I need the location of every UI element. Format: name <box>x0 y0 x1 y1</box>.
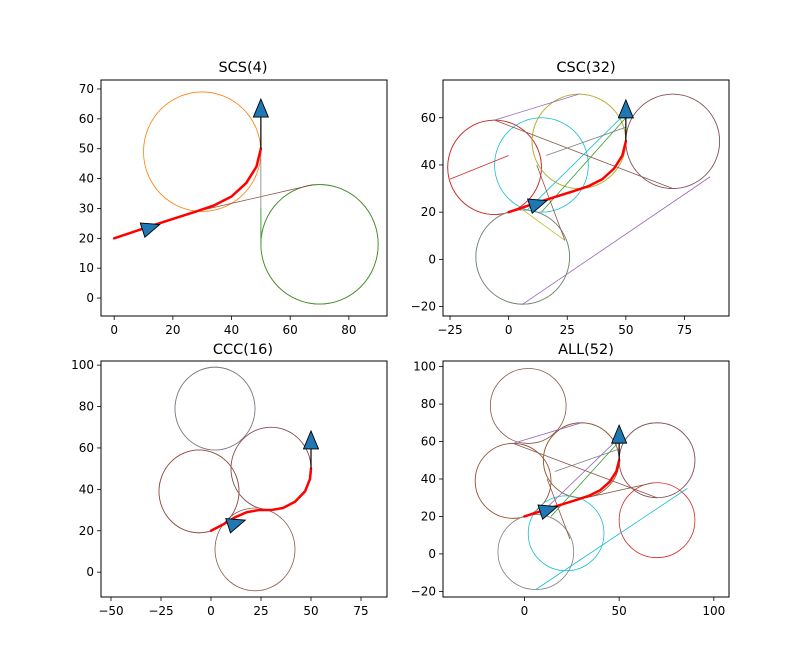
y-tick-label: 0 <box>428 547 436 561</box>
axes-frame <box>100 360 388 598</box>
y-tick-label: 60 <box>421 435 436 449</box>
tangent-segment <box>522 176 711 305</box>
y-tick-label: 20 <box>421 205 436 219</box>
tangent-segment <box>546 126 626 156</box>
plot-area <box>447 93 721 305</box>
x-tick-label: 50 <box>303 604 318 618</box>
y-tick-label: 30 <box>79 201 94 215</box>
y-tick-label: 20 <box>79 231 94 245</box>
x-tick-label: 60 <box>283 323 298 337</box>
y-tick-label: 80 <box>79 400 94 414</box>
plot-area <box>112 91 379 305</box>
tangent-segment <box>449 155 509 180</box>
x-tick-label: 100 <box>702 604 725 618</box>
goal-arrow <box>617 98 635 119</box>
y-tick-label: 40 <box>79 172 94 186</box>
x-tick-label: 0 <box>521 604 529 618</box>
x-tick-label: −25 <box>437 323 462 337</box>
plot-area <box>474 368 696 590</box>
turning-circle <box>158 449 240 534</box>
y-tick-label: 60 <box>79 441 94 455</box>
y-tick-label: 0 <box>428 252 436 266</box>
x-tick-label: 40 <box>224 323 239 337</box>
y-tick-label: −20 <box>411 300 436 314</box>
y-tick-label: 80 <box>421 397 436 411</box>
x-tick-label: −50 <box>98 604 123 618</box>
goal-arrow <box>302 429 320 450</box>
x-tick-label: 25 <box>560 323 575 337</box>
x-tick-label: 80 <box>341 323 356 337</box>
y-tick-label: 40 <box>421 472 436 486</box>
tangent-segment <box>196 184 314 212</box>
y-tick-label: 60 <box>421 111 436 125</box>
tangent-segment <box>554 448 620 472</box>
y-tick-label: 100 <box>413 360 436 374</box>
y-tick-label: 0 <box>86 291 94 305</box>
panel-csc: CSC(32) −25 0 25 50 75 −20 0 20 40 60 <box>411 60 730 337</box>
panel-title: SCS(4) <box>218 60 267 76</box>
ticks: 0 20 40 60 80 0 10 20 30 40 50 60 70 <box>79 82 357 337</box>
turning-circle <box>527 495 605 572</box>
panel-title: CCC(16) <box>213 342 273 358</box>
y-tick-label: 70 <box>79 82 94 96</box>
ticks: −25 0 25 50 75 −20 0 20 40 60 <box>411 111 692 337</box>
y-tick-label: 20 <box>421 509 436 523</box>
x-tick-label: 50 <box>618 323 633 337</box>
x-tick-label: 50 <box>612 604 627 618</box>
start-arrow <box>526 198 549 215</box>
tangent-segment <box>546 478 571 540</box>
y-tick-label: 40 <box>79 482 94 496</box>
turning-circle <box>214 507 296 592</box>
axes-frame <box>100 79 388 317</box>
turning-circle <box>489 368 567 444</box>
panel-scs: SCS(4) 0 20 40 60 80 0 10 20 30 40 50 60 70 <box>79 60 388 337</box>
ticks: −50 −25 0 25 50 75 0 20 40 60 80 100 <box>71 358 369 618</box>
panel-all: ALL(52) 0 50 100 −20 0 20 40 60 80 100 <box>411 342 730 618</box>
tangent-segment <box>577 482 654 500</box>
x-tick-label: −25 <box>148 604 173 618</box>
start-arrow <box>537 504 559 521</box>
turning-circle <box>174 366 256 451</box>
y-tick-label: 60 <box>79 112 94 126</box>
x-tick-label: 0 <box>207 604 215 618</box>
y-tick-label: 40 <box>421 158 436 172</box>
ticks: 0 50 100 −20 0 20 40 60 80 100 <box>411 360 726 618</box>
y-tick-label: 10 <box>79 261 94 275</box>
y-tick-label: −20 <box>411 584 436 598</box>
x-tick-label: 75 <box>353 604 368 618</box>
start-arrow <box>139 222 161 239</box>
x-tick-label: 0 <box>505 323 513 337</box>
start-arrow <box>225 518 247 534</box>
y-tick-label: 100 <box>71 358 94 372</box>
x-tick-label: 75 <box>677 323 692 337</box>
goal-arrow <box>252 97 270 118</box>
panel-title: CSC(32) <box>556 60 615 76</box>
x-tick-label: 0 <box>110 323 118 337</box>
goal-arrow <box>610 423 628 444</box>
y-tick-label: 50 <box>79 142 94 156</box>
x-tick-label: 25 <box>253 604 268 618</box>
x-tick-label: 20 <box>165 323 180 337</box>
turning-circle <box>618 482 696 559</box>
axes-frame <box>442 79 730 317</box>
plot-area <box>158 366 320 592</box>
y-tick-label: 20 <box>79 524 94 538</box>
tangent-segment <box>522 209 566 241</box>
tangent-segment <box>536 164 566 241</box>
y-tick-label: 0 <box>86 565 94 579</box>
tangent-segment <box>539 437 620 515</box>
panel-title: ALL(52) <box>558 342 614 358</box>
tangent-segment <box>494 93 580 121</box>
tangent-segment <box>527 112 627 211</box>
tangent-segment <box>535 488 688 590</box>
tangent-segment <box>512 422 582 444</box>
panel-ccc: CCC(16) −50 −25 0 25 50 75 0 20 40 60 80 100 <box>71 342 388 618</box>
